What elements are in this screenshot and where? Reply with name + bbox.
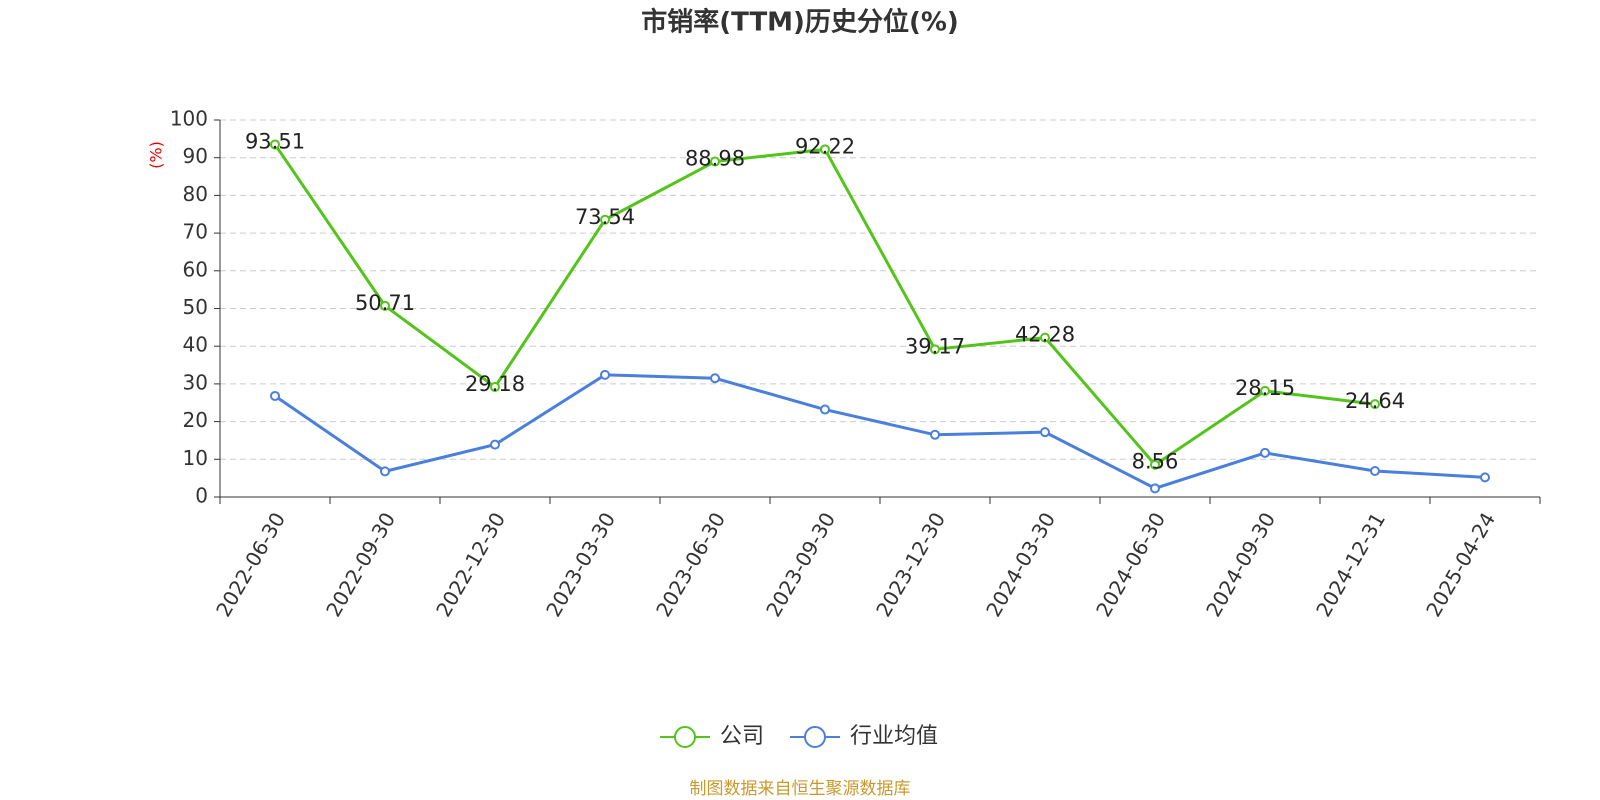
data-point [710,373,720,384]
x-tick-label: 2024-09-30 [1201,508,1280,621]
data-label: 39.17 [905,334,965,358]
data-point [1040,332,1050,343]
data-point [1370,399,1380,410]
chart-title: 市销率(TTM)历史分位(%) [641,7,959,38]
y-tick-label: 20 [183,408,208,432]
series-line [273,143,1376,467]
y-tick-label: 60 [183,257,208,281]
data-label: 73.54 [575,205,635,229]
data-point [1150,459,1160,470]
data-point [270,390,280,401]
y-tick-label: 40 [183,333,208,357]
x-tick-label: 2023-09-30 [761,508,840,621]
data-label: 93.51 [245,129,305,153]
x-tick-label: 2023-06-30 [651,508,730,621]
data-point [1150,483,1160,494]
legend-label: 公司 [720,724,764,749]
data-point [930,429,940,440]
data-label: 50.71 [355,291,415,315]
legend-marker [674,726,696,748]
data-label: 88.98 [685,147,745,171]
data-label: 92.22 [795,134,855,158]
data-label: 42.28 [1015,323,1075,347]
y-tick-label: 80 [183,182,208,206]
x-tick-label: 2024-06-30 [1091,508,1170,621]
data-point [600,369,610,380]
legend-item[interactable]: 行业均值 [790,724,938,749]
data-point [1370,465,1380,476]
x-tick-label: 2024-03-30 [981,508,1060,621]
data-point [270,139,280,150]
x-tick-label: 2022-06-30 [211,508,290,621]
y-tick-label: 0 [195,484,208,508]
data-label: 28.15 [1235,376,1295,400]
legend-label: 行业均值 [850,724,938,749]
legend-item[interactable]: 公司 [660,724,764,749]
x-tick-label: 2025-04-24 [1421,508,1500,621]
data-point [820,404,830,415]
y-tick-label: 10 [183,446,208,470]
series-line [274,373,1486,490]
data-point [820,144,830,155]
x-tick-label: 2023-03-30 [541,508,620,621]
data-label: 8.56 [1132,450,1179,474]
x-tick-label: 2024-12-31 [1311,508,1390,621]
x-tick-label: 2022-12-30 [431,508,510,621]
legend-marker [804,726,826,748]
y-tick-label: 50 [183,295,208,319]
x-tick-label: 2022-09-30 [321,508,400,621]
data-point [1260,385,1270,396]
data-point [710,156,720,167]
y-axis-label: (%) [147,141,166,169]
y-tick-label: 70 [183,220,208,244]
data-point [490,381,500,392]
y-tick-label: 90 [183,144,208,168]
data-point [930,344,940,355]
x-tick-label: 2023-12-30 [871,508,950,621]
data-point [380,300,390,311]
source-note: 制图数据来自恒生聚源数据库 [690,779,911,799]
y-tick-label: 100 [170,107,208,131]
data-point [1260,447,1270,458]
y-tick-label: 30 [183,370,208,394]
data-point [1040,427,1050,438]
data-point [600,214,610,225]
data-point [380,466,390,477]
data-label: 24.64 [1345,389,1405,413]
data-point [490,439,500,450]
data-point [1480,472,1490,483]
data-label: 29.18 [465,372,525,396]
